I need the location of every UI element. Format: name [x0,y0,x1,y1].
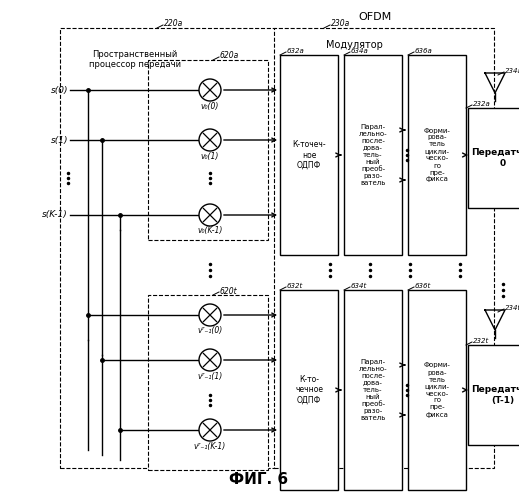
Text: 636t: 636t [415,283,431,289]
Circle shape [199,304,221,326]
Bar [344,290,402,490]
Text: s(1): s(1) [50,136,68,144]
Circle shape [199,204,221,226]
Text: ФИГ. 6: ФИГ. 6 [229,472,289,488]
Circle shape [199,79,221,101]
Bar [280,55,338,255]
Text: s(0): s(0) [50,86,68,94]
Text: 620t: 620t [220,286,238,296]
Bar [468,345,519,445]
Bar [344,55,402,255]
Circle shape [199,349,221,371]
Bar [408,55,466,255]
Circle shape [199,129,221,151]
Text: Парал-
лельно-
после-
дова-
тель-
ный
преоб-
разо-
ватель: Парал- лельно- после- дова- тель- ный пр… [359,124,387,186]
Text: v₀(1): v₀(1) [201,152,219,160]
Bar [468,108,519,208]
Text: 220a: 220a [164,20,183,28]
Text: 232a: 232a [473,101,491,107]
Text: Форми-
рова-
тель
цикли-
ческо-
го
пре-
фикса: Форми- рова- тель цикли- ческо- го пре- … [424,128,450,182]
Text: vᵀ₋₁(0): vᵀ₋₁(0) [197,326,223,336]
Text: 620a: 620a [220,52,239,60]
Circle shape [199,419,221,441]
Text: vᵀ₋₁(K-1): vᵀ₋₁(K-1) [194,442,226,450]
Text: 634a: 634a [351,48,369,54]
Text: OFDM: OFDM [359,12,392,22]
Text: v₀(K-1): v₀(K-1) [197,226,223,235]
Bar [148,295,268,470]
Text: 634t: 634t [351,283,367,289]
Text: 234a: 234a [505,68,519,74]
Text: 232t: 232t [473,338,489,344]
Bar [408,290,466,490]
Bar [274,28,494,468]
Text: 230a: 230a [331,20,350,28]
Text: s(K-1): s(K-1) [42,210,68,220]
Text: Парал-
лельно-
после-
дова-
тель-
ный
преоб-
разо-
ватель: Парал- лельно- после- дова- тель- ный пр… [359,358,387,422]
Bar [148,60,268,240]
Text: К-точеч-
ное
ОДПФ: К-точеч- ное ОДПФ [292,140,326,170]
Text: v₀(0): v₀(0) [201,102,219,110]
Text: Форми-
рова-
тель
цикли-
ческо-
го
пре-
фикса: Форми- рова- тель цикли- ческо- го пре- … [424,362,450,418]
Text: 632t: 632t [287,283,303,289]
Text: К-то-
чечное
ОДПФ: К-то- чечное ОДПФ [295,375,323,405]
Text: 632a: 632a [287,48,305,54]
Text: Передатчик
(T-1): Передатчик (T-1) [471,386,519,404]
Bar [280,290,338,490]
Text: Пространственный
процессор передачи: Пространственный процессор передачи [89,50,181,70]
Text: vᵀ₋₁(1): vᵀ₋₁(1) [197,372,223,380]
Bar [60,28,275,468]
Text: Передатчик
0: Передатчик 0 [471,148,519,168]
Text: Модулятор: Модулятор [325,40,383,50]
Text: 234t: 234t [505,305,519,311]
Text: 636a: 636a [415,48,433,54]
